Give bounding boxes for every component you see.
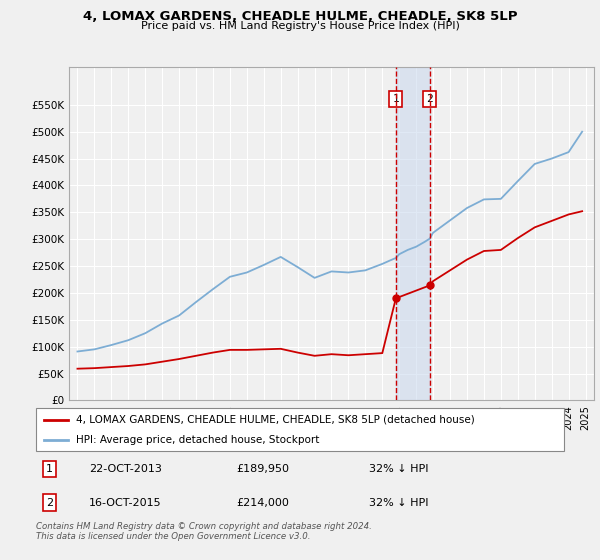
Text: 32% ↓ HPI: 32% ↓ HPI [368, 498, 428, 507]
Text: £189,950: £189,950 [236, 464, 290, 474]
Text: 4, LOMAX GARDENS, CHEADLE HULME, CHEADLE, SK8 5LP: 4, LOMAX GARDENS, CHEADLE HULME, CHEADLE… [83, 10, 517, 23]
FancyBboxPatch shape [36, 408, 564, 451]
Text: HPI: Average price, detached house, Stockport: HPI: Average price, detached house, Stoc… [76, 435, 319, 445]
Text: 16-OCT-2015: 16-OCT-2015 [89, 498, 161, 507]
Text: 2: 2 [46, 498, 53, 507]
Text: 32% ↓ HPI: 32% ↓ HPI [368, 464, 428, 474]
Text: £214,000: £214,000 [236, 498, 290, 507]
Text: 2: 2 [427, 94, 433, 104]
Text: Contains HM Land Registry data © Crown copyright and database right 2024.
This d: Contains HM Land Registry data © Crown c… [36, 522, 372, 542]
Text: 1: 1 [392, 94, 399, 104]
Bar [396, 67, 430, 400]
Text: 4, LOMAX GARDENS, CHEADLE HULME, CHEADLE, SK8 5LP (detached house): 4, LOMAX GARDENS, CHEADLE HULME, CHEADLE… [76, 415, 475, 424]
Text: 1: 1 [46, 464, 53, 474]
Text: Price paid vs. HM Land Registry's House Price Index (HPI): Price paid vs. HM Land Registry's House … [140, 21, 460, 31]
Text: 22-OCT-2013: 22-OCT-2013 [89, 464, 161, 474]
